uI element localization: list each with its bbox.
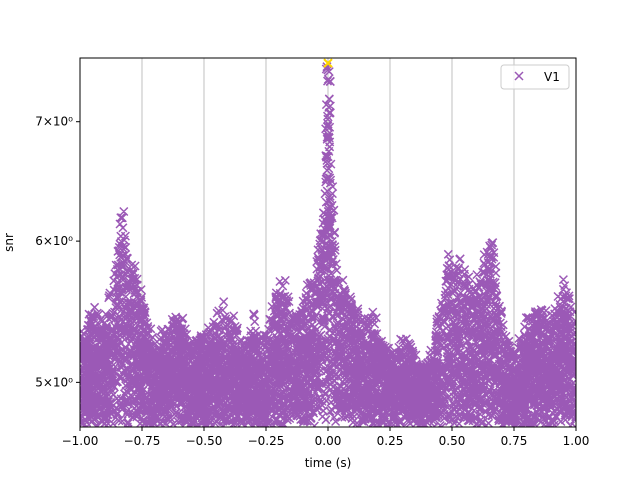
legend: V1 — [500, 64, 570, 90]
y-tick-label-1: 6×10⁰ — [35, 234, 73, 248]
y-tick-label-2: 7×10⁰ — [35, 115, 73, 129]
x-tick-label-4: 0.00 — [315, 434, 342, 448]
scatter-markers-v1 — [80, 62, 576, 427]
x-tick-label-6: 0.50 — [439, 434, 466, 448]
x-tick-label-7: 0.75 — [501, 434, 528, 448]
x-tick-label-8: 1.00 — [563, 434, 590, 448]
legend-box — [500, 64, 570, 90]
scatter-points — [80, 62, 576, 427]
x-tick-label-0: −1.00 — [62, 434, 99, 448]
x-tick-label-2: −0.50 — [186, 434, 223, 448]
legend-entry-v1: V1 — [544, 70, 560, 84]
x-ticks: −1.00 −0.75 −0.50 −0.25 0.00 0.25 0.50 0.75 1.00 — [62, 427, 590, 448]
y-ticks: 5×10⁰ 6×10⁰ 7×10⁰ — [35, 115, 80, 389]
y-tick-label-0: 5×10⁰ — [35, 375, 73, 389]
x-axis-label: time (s) — [305, 456, 352, 470]
y-axis-label: snr — [2, 233, 16, 252]
x-tick-label-3: −0.25 — [248, 434, 285, 448]
legend-marker-x-icon — [514, 71, 524, 81]
x-tick-label-1: −0.75 — [124, 434, 161, 448]
x-tick-label-5: 0.25 — [377, 434, 404, 448]
max-snr-marker — [323, 58, 333, 68]
